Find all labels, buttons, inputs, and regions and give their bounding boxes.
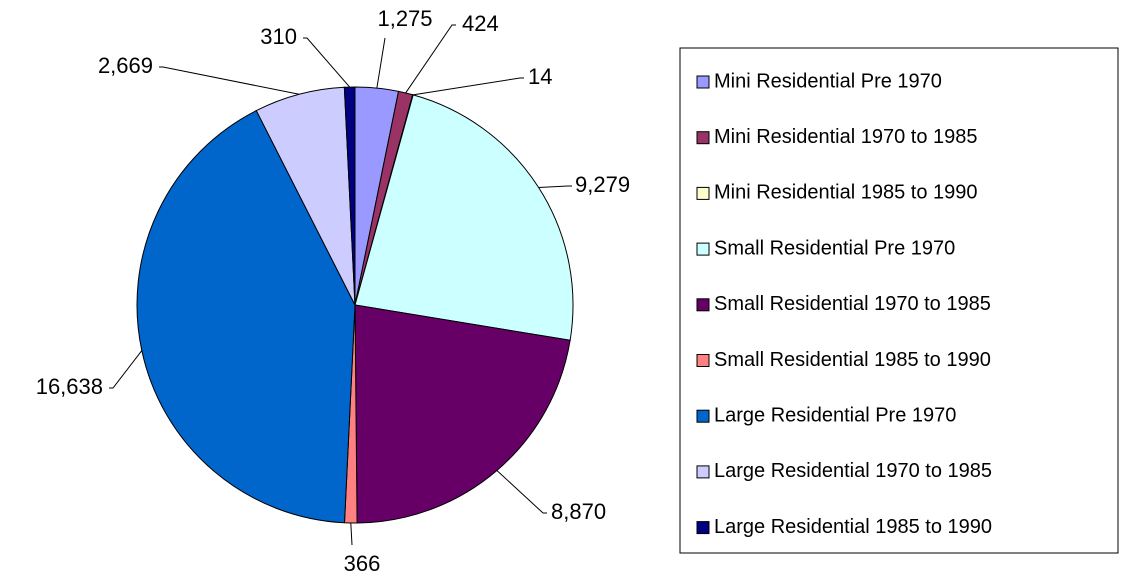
legend-swatch [696, 75, 710, 89]
legend-label: Large Residential 1970 to 1985 [714, 460, 992, 482]
legend-label: Mini Residential Pre 1970 [714, 70, 942, 92]
legend-label: Large Residential 1985 to 1990 [714, 516, 992, 538]
legend-label: Small Residential 1985 to 1990 [714, 349, 991, 371]
legend-label: Small Residential 1970 to 1985 [714, 293, 991, 315]
legend: Mini Residential Pre 1970 Mini Residentia… [696, 70, 992, 538]
legend-label: Small Residential Pre 1970 [714, 237, 955, 259]
legend-swatch [696, 131, 710, 145]
leader-line [405, 24, 456, 94]
leader-line [303, 37, 351, 88]
legend-swatch [696, 186, 710, 200]
leader-line [538, 185, 572, 189]
data-label: 9,279 [575, 172, 630, 197]
legend-box [679, 47, 1119, 554]
legend-label: Mini Residential 1985 to 1990 [714, 182, 978, 204]
leader-line [376, 37, 386, 89]
leader-line [412, 77, 524, 96]
data-label: 310 [260, 24, 297, 49]
leader-line [159, 66, 300, 95]
data-label: 14 [528, 64, 552, 89]
legend-swatch [696, 298, 710, 312]
leader-line [109, 350, 143, 389]
legend-swatch [696, 465, 710, 479]
legend-swatch [696, 521, 710, 535]
legend-swatch [696, 354, 710, 367]
pie-slice [136, 109, 356, 524]
leader-line [350, 522, 353, 546]
data-label: 2,669 [98, 53, 153, 78]
legend-label: Mini Residential 1970 to 1985 [714, 126, 978, 148]
legend-swatch [696, 409, 710, 423]
data-label: 424 [462, 11, 499, 36]
leader-line [496, 470, 547, 514]
legend-label: Large Residential Pre 1970 [714, 404, 956, 426]
data-label: 1,275 [377, 6, 432, 31]
legend-swatch [696, 242, 710, 256]
pie-slice [354, 304, 571, 524]
data-label: 8,870 [551, 499, 606, 524]
data-label: 366 [344, 551, 381, 576]
pie-slice [343, 86, 356, 306]
data-label: 16,638 [36, 374, 103, 399]
